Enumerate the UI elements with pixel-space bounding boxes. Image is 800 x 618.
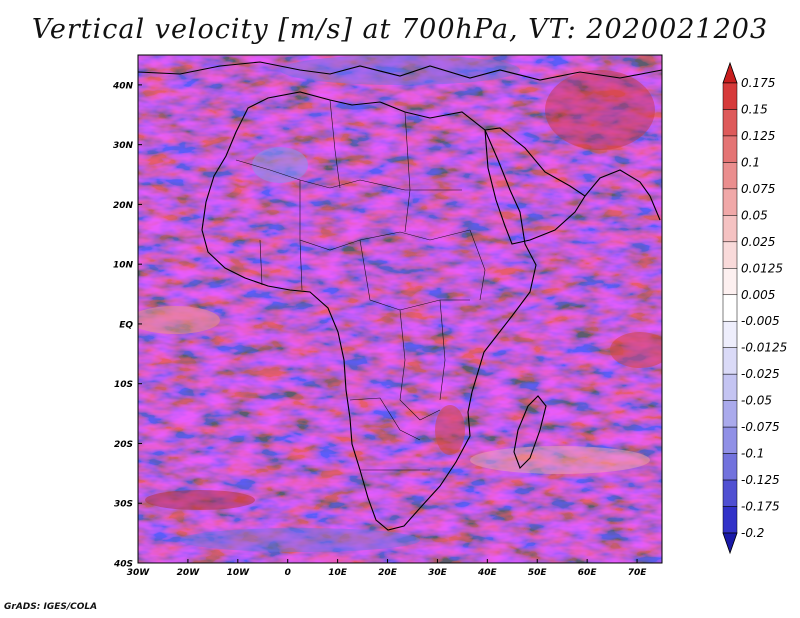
- colorbar-level-label: 0.075: [741, 182, 775, 196]
- lat-label: 20S: [114, 440, 133, 450]
- colorbar-level-label: 0.175: [741, 76, 775, 90]
- colorbar-swatch: [722, 241, 738, 269]
- madagascar-outline: [513, 395, 547, 469]
- lon-label: 30E: [428, 568, 448, 578]
- colorbar-level-label: -0.0125: [741, 341, 787, 355]
- lat-label: EQ: [119, 320, 133, 330]
- colorbar-min-arrow: [722, 532, 738, 555]
- colorbar-level-label: 0.025: [741, 235, 775, 249]
- lon-label: 0: [285, 568, 291, 578]
- lon-label: 70E: [628, 568, 648, 578]
- colorbar-swatch: [722, 294, 738, 322]
- colorbar-level-label: 0.1: [741, 155, 760, 169]
- colorbar-swatch: [722, 82, 738, 110]
- map-title: Vertical velocity [m/s] at 700hPa, VT: 2…: [31, 14, 769, 45]
- colorbar-swatch: [722, 479, 738, 507]
- lat-label: 10S: [114, 380, 133, 390]
- lon-label: 60E: [578, 568, 598, 578]
- colorbar-swatch: [722, 109, 738, 137]
- colorbar-level-label: 0.05: [741, 208, 768, 222]
- colorbar-level-label: -0.075: [741, 420, 780, 434]
- colorbar-swatch: [722, 453, 738, 481]
- colorbar-swatch: [722, 162, 738, 190]
- colorbar-level-label: -0.2: [741, 526, 764, 540]
- colorbar-level-label: 0.0125: [741, 261, 783, 275]
- colorbar-swatch: [722, 347, 738, 375]
- colorbar-swatch: [722, 426, 738, 454]
- colorbar: 0.175 0.15 0.125 0.1 0.075 0.05 0.025 0.0125 0.0…: [722, 61, 787, 555]
- lon-label: 50E: [528, 568, 548, 578]
- colorbar-level-label: 0.15: [741, 102, 768, 116]
- colorbar-level-label: 0.125: [741, 129, 775, 143]
- iran-india-coast: [584, 169, 661, 221]
- lon-label: 20W: [177, 568, 201, 578]
- colorbar-level-label: -0.05: [741, 394, 772, 408]
- lon-label: 10E: [328, 568, 348, 578]
- coastlines: [138, 61, 662, 531]
- colorbar-swatch: [722, 188, 738, 216]
- grads-credit: GrADS: IGES/COLA: [4, 602, 98, 612]
- country-borders: [235, 99, 486, 471]
- colorbar-max-arrow: [722, 61, 738, 84]
- lat-label: 10N: [113, 261, 134, 271]
- lon-label: 10W: [227, 568, 251, 578]
- europe-coast: [138, 61, 662, 81]
- colorbar-level-label: -0.1: [741, 447, 764, 461]
- colorbar-swatch: [722, 135, 738, 163]
- colorbar-level-label: -0.125: [741, 473, 780, 487]
- colorbar-level-label: -0.175: [741, 500, 780, 514]
- lat-label: 30N: [113, 141, 134, 151]
- colorbar-swatch: [722, 268, 738, 296]
- colorbar-swatch: [722, 320, 738, 348]
- lat-label: 40S: [113, 560, 133, 570]
- colorbar-swatch: [722, 506, 738, 534]
- arabia-outline: [484, 127, 586, 245]
- lon-label: 40E: [477, 568, 498, 578]
- colorbar-swatch: [722, 400, 738, 428]
- colorbar-level-label: -0.005: [741, 314, 780, 328]
- colorbar-swatch: [722, 373, 738, 401]
- africa-outline: [201, 91, 537, 531]
- colorbar-swatch: [722, 215, 738, 243]
- lat-label: 40N: [112, 81, 134, 91]
- colorbar-level-label: 0.005: [741, 288, 775, 302]
- lon-label: 20E: [378, 568, 398, 578]
- map-frame: [137, 54, 663, 564]
- colorbar-level-label: -0.025: [741, 367, 780, 381]
- lat-label: 30S: [114, 500, 133, 510]
- lat-label: 20N: [113, 201, 134, 211]
- velocity-field: [138, 55, 662, 563]
- lon-label: 30W: [127, 568, 151, 578]
